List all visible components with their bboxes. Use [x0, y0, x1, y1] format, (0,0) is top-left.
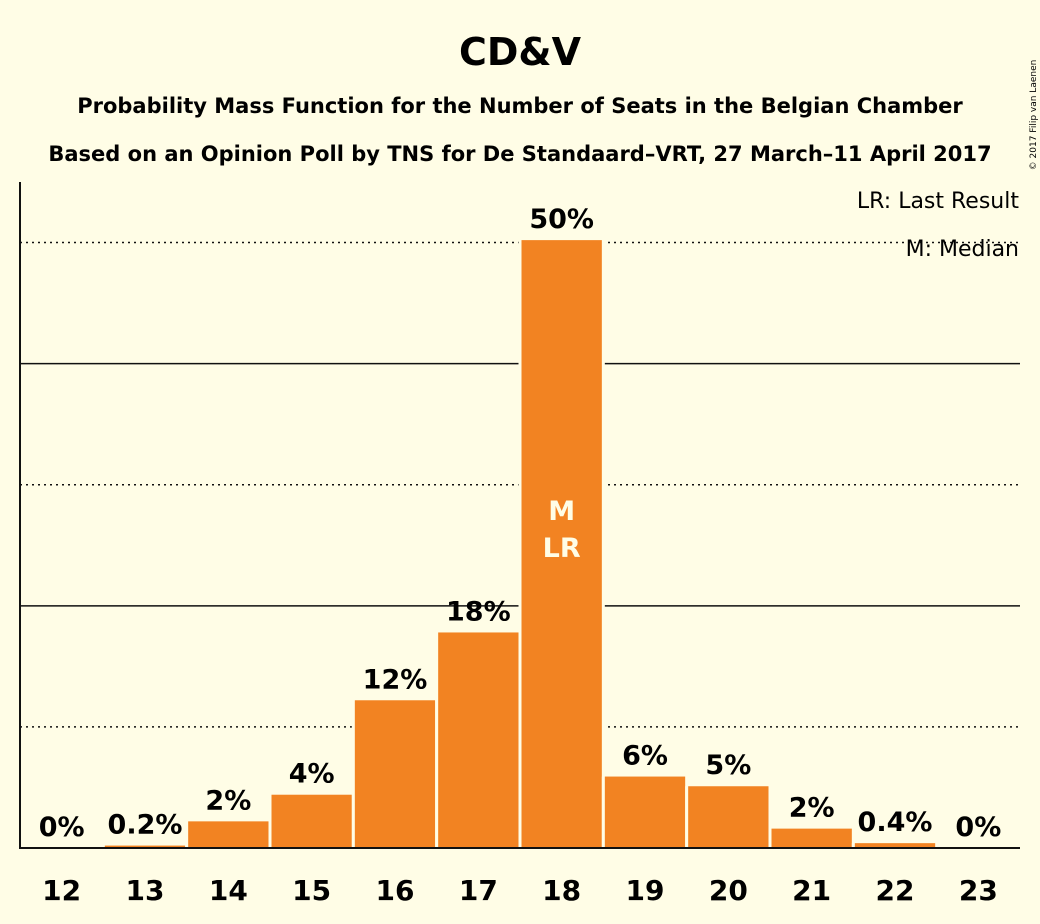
- chart-title: CD&V: [459, 30, 582, 74]
- copyright-text: © 2017 Filip van Laenen: [1029, 60, 1039, 171]
- data-label-19: 6%: [622, 741, 668, 772]
- bar-13: [104, 845, 186, 848]
- data-labels: 0% 0.2% 2% 4% 12% 18% 50% M LR 6% 5% 2% 0.4% 0%: [39, 204, 1002, 843]
- x-tick-17: 17: [459, 874, 498, 907]
- bar-16: [354, 700, 436, 848]
- x-tick-19: 19: [626, 874, 665, 907]
- x-tick-22: 22: [876, 874, 915, 907]
- data-label-20: 5%: [705, 750, 751, 781]
- data-label-14: 2%: [205, 785, 251, 816]
- bar-19: [604, 776, 686, 848]
- x-tick-12: 12: [42, 874, 81, 907]
- data-label-15: 4%: [289, 759, 335, 790]
- x-tick-23: 23: [959, 874, 998, 907]
- bar-21: [771, 828, 852, 848]
- data-label-23: 0%: [955, 812, 1001, 843]
- bar-18: [521, 240, 602, 848]
- bar-17: [438, 632, 519, 848]
- x-tick-15: 15: [292, 874, 331, 907]
- legend-last-result: LR: Last Result: [857, 189, 1019, 214]
- bar-22: [854, 843, 936, 848]
- data-label-12: 0%: [39, 812, 85, 843]
- bar-14: [188, 821, 269, 848]
- data-label-13: 0.2%: [108, 810, 183, 841]
- bars: [101, 240, 939, 848]
- data-label-16: 12%: [363, 664, 428, 695]
- last-result-mark: LR: [543, 533, 581, 564]
- x-tick-21: 21: [792, 874, 831, 907]
- legend-median: M: Median: [906, 237, 1019, 262]
- x-tick-labels: 12 13 14 15 16 17 18 19 20 21 22 23: [42, 874, 998, 907]
- x-tick-13: 13: [126, 874, 165, 907]
- data-label-17: 18%: [446, 596, 511, 627]
- data-label-18: 50%: [529, 204, 594, 235]
- x-tick-14: 14: [209, 874, 248, 907]
- chart-subtitle-1: Probability Mass Function for the Number…: [77, 94, 963, 118]
- data-label-22: 0.4%: [858, 807, 933, 838]
- chart-subtitle-2: Based on an Opinion Poll by TNS for De S…: [48, 142, 991, 166]
- data-label-21: 2%: [789, 793, 835, 824]
- x-tick-16: 16: [376, 874, 415, 907]
- x-tick-20: 20: [709, 874, 748, 907]
- bar-20: [688, 786, 769, 848]
- median-mark: M: [548, 496, 575, 527]
- bar-15: [271, 794, 352, 848]
- x-tick-18: 18: [542, 874, 581, 907]
